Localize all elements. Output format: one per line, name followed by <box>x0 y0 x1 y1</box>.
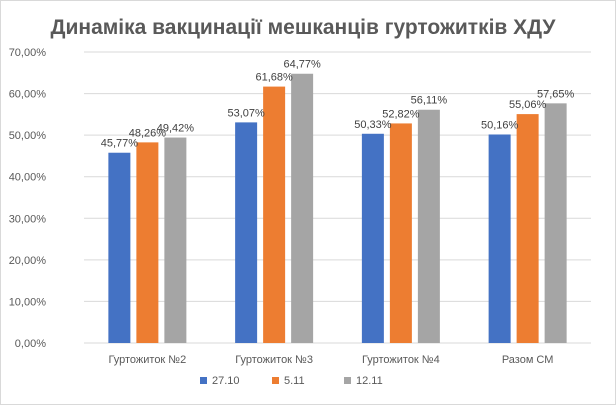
category-label: Гуртожиток №4 <box>362 354 440 366</box>
bars <box>108 73 567 344</box>
y-axis: 0,00% 10,00% 20,00% 30,00% 40,00% 50,00% 60,00… <box>9 47 47 350</box>
x-axis: Гуртожиток №2 Гуртожиток №3 Гуртожиток №4 Р… <box>109 354 554 366</box>
y-tick-label: 30,00% <box>9 213 47 225</box>
chart-title: Динаміка вакцинації мешканців гуртожиткі… <box>51 16 557 39</box>
bar-12-11-0 <box>164 137 187 343</box>
bar-27-10-1 <box>235 122 258 343</box>
data-label: 45,77% <box>101 138 139 150</box>
bar-5-11-1 <box>263 86 286 343</box>
data-label: 57,65% <box>537 88 575 100</box>
legend-label: 12.11 <box>356 375 383 387</box>
data-label: 52,82% <box>382 108 420 120</box>
bar-5-11-3 <box>516 114 539 343</box>
bar-12-11-2 <box>417 109 440 344</box>
legend-swatch <box>200 377 207 384</box>
data-label: 48,26% <box>129 127 167 139</box>
data-label: 64,77% <box>283 59 321 71</box>
y-tick-label: 0,00% <box>15 338 46 350</box>
bar-27-10-3 <box>488 134 511 343</box>
legend-swatch <box>344 377 351 384</box>
legend: 27.10 5.11 12.11 <box>200 375 383 387</box>
legend-label: 5.11 <box>284 375 305 387</box>
legend-swatch <box>272 377 279 384</box>
bar-5-11-2 <box>389 123 412 344</box>
data-label: 61,68% <box>255 72 293 84</box>
y-tick-label: 20,00% <box>9 255 47 267</box>
bar-12-11-1 <box>291 73 314 344</box>
y-tick-label: 10,00% <box>9 296 47 308</box>
y-tick-label: 70,00% <box>9 47 47 59</box>
data-label: 56,11% <box>411 95 448 107</box>
data-label: 49,42% <box>157 123 195 135</box>
data-label: 53,07% <box>227 107 265 119</box>
bar-27-10-2 <box>361 133 384 343</box>
legend-label: 27.10 <box>212 375 240 387</box>
category-label: Разом СМ <box>502 354 554 366</box>
category-label: Гуртожиток №3 <box>235 354 313 366</box>
data-labels: 45,77%48,26%49,42% 53,07% 61,68%64,77% 50,3… <box>101 59 575 150</box>
bar-5-11-0 <box>136 142 159 343</box>
category-label: Гуртожиток №2 <box>109 354 187 366</box>
data-label: 55,06% <box>509 99 547 111</box>
y-tick-label: 50,00% <box>9 130 47 142</box>
data-label: 50,33% <box>354 119 392 131</box>
bar-27-10-0 <box>108 152 131 343</box>
bar-12-11-3 <box>544 103 567 343</box>
gridlines <box>84 51 591 344</box>
y-tick-label: 40,00% <box>9 172 47 184</box>
data-label: 50,16% <box>481 119 519 131</box>
y-tick-label: 60,00% <box>9 89 47 101</box>
